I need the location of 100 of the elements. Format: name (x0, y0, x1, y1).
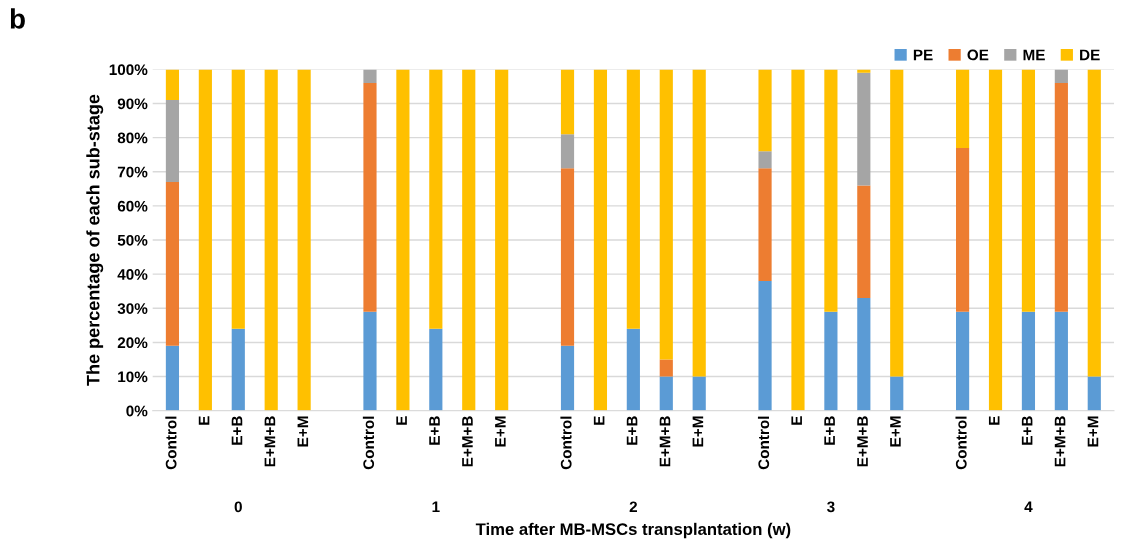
bar (824, 69, 838, 312)
x-tick-label: E+B (824, 416, 835, 445)
bar (297, 69, 311, 411)
bar (560, 345, 575, 411)
bar (231, 69, 245, 329)
y-tick-label: 0% (126, 405, 148, 417)
y-tick-label: 60% (117, 200, 148, 212)
x-tick-label: Control (165, 416, 177, 470)
x-tick-label: Control (560, 416, 572, 470)
y-tick-label: 80% (117, 132, 148, 144)
x-tick-label: E (791, 416, 802, 425)
bar (363, 69, 377, 84)
x-tick-label: E+M (890, 416, 901, 447)
legend-label: OE (967, 49, 989, 61)
bar (857, 185, 871, 299)
bar (363, 311, 377, 411)
bar (857, 72, 871, 186)
y-tick-label: 90% (117, 98, 148, 110)
y-tick-label: 50% (117, 234, 148, 246)
bar (626, 69, 640, 329)
y-tick-label: 20% (117, 337, 148, 349)
bar (1021, 69, 1036, 312)
x-tick-label: E (988, 416, 1000, 425)
bar (1087, 376, 1101, 411)
bar (165, 345, 180, 411)
bar (429, 328, 443, 411)
bar (396, 69, 410, 411)
x-tick-label: E+M+B (857, 416, 868, 467)
bar (1054, 69, 1068, 84)
y-tick-label: 70% (117, 166, 148, 178)
bar (264, 69, 278, 411)
legend-label: DE (1080, 49, 1100, 61)
x-tick-label: E+M (692, 416, 704, 447)
x-tick-label: E+M+B (1054, 416, 1066, 467)
bar (560, 168, 575, 346)
bar (758, 281, 772, 411)
bar (692, 69, 706, 377)
x-tick-label: Control (757, 416, 770, 470)
bar (1054, 311, 1068, 411)
x-tick-label: E+M+B (264, 416, 276, 467)
text: 0 (234, 501, 242, 513)
x-axis-title: Time after MB-MSCs transplantation (w) (475, 522, 791, 539)
y-axis-title: The percentage of each sub-stage (86, 94, 104, 386)
bar (231, 328, 245, 411)
x-tick-label: E (198, 416, 210, 425)
bar (890, 376, 904, 411)
x-tick-label: E+M+B (462, 416, 473, 467)
bar (593, 69, 608, 411)
bar (560, 69, 575, 135)
bar (429, 69, 443, 329)
x-tick-label: E+M (297, 416, 309, 447)
bar (363, 83, 377, 312)
x-tick-label: E+M (1087, 416, 1099, 447)
bar (659, 69, 673, 360)
bar (626, 328, 640, 411)
bar (165, 69, 180, 101)
bar (988, 69, 1003, 411)
text: 2 (629, 501, 637, 513)
legend-label: ME (1023, 49, 1045, 61)
text: 1 (432, 501, 440, 513)
bar (560, 134, 575, 169)
x-tick-label: E+B (429, 416, 440, 445)
x-tick-label: E+M (495, 416, 506, 447)
bar (1087, 69, 1101, 377)
y-tick-label: 10% (118, 371, 148, 383)
x-tick-label: Control (362, 416, 375, 470)
bar (791, 69, 805, 411)
x-tick-label: E+B (231, 416, 243, 445)
chart-title: b (10, 8, 25, 29)
bar (857, 298, 871, 411)
bar (758, 168, 772, 281)
x-tick-label: E+B (626, 416, 638, 445)
bar (165, 100, 180, 183)
y-tick-label: 40% (117, 269, 148, 280)
x-tick-label: E (593, 416, 605, 425)
bar (198, 69, 212, 411)
legend-label: PE (913, 49, 933, 61)
bar (758, 69, 772, 152)
bar (824, 311, 838, 411)
bar (659, 359, 673, 377)
bar (956, 147, 970, 312)
bar (1054, 83, 1068, 312)
text: 3 (827, 501, 835, 513)
y-tick-label: 100% (109, 64, 148, 76)
bar (890, 69, 904, 377)
bar (692, 376, 706, 411)
bar (462, 69, 476, 411)
x-tick-label: Control (955, 416, 967, 470)
bar (165, 182, 180, 346)
y-tick-label: 30% (117, 303, 148, 315)
bar (956, 311, 970, 411)
bar (495, 69, 509, 411)
x-tick-label: E+B (1021, 416, 1033, 445)
x-tick-label: E (396, 416, 407, 425)
x-tick-label: E+M+B (659, 416, 671, 467)
text: 4 (1024, 501, 1033, 513)
bar (659, 376, 673, 411)
bar (758, 151, 772, 169)
bar (956, 69, 970, 148)
bar (1021, 311, 1036, 411)
